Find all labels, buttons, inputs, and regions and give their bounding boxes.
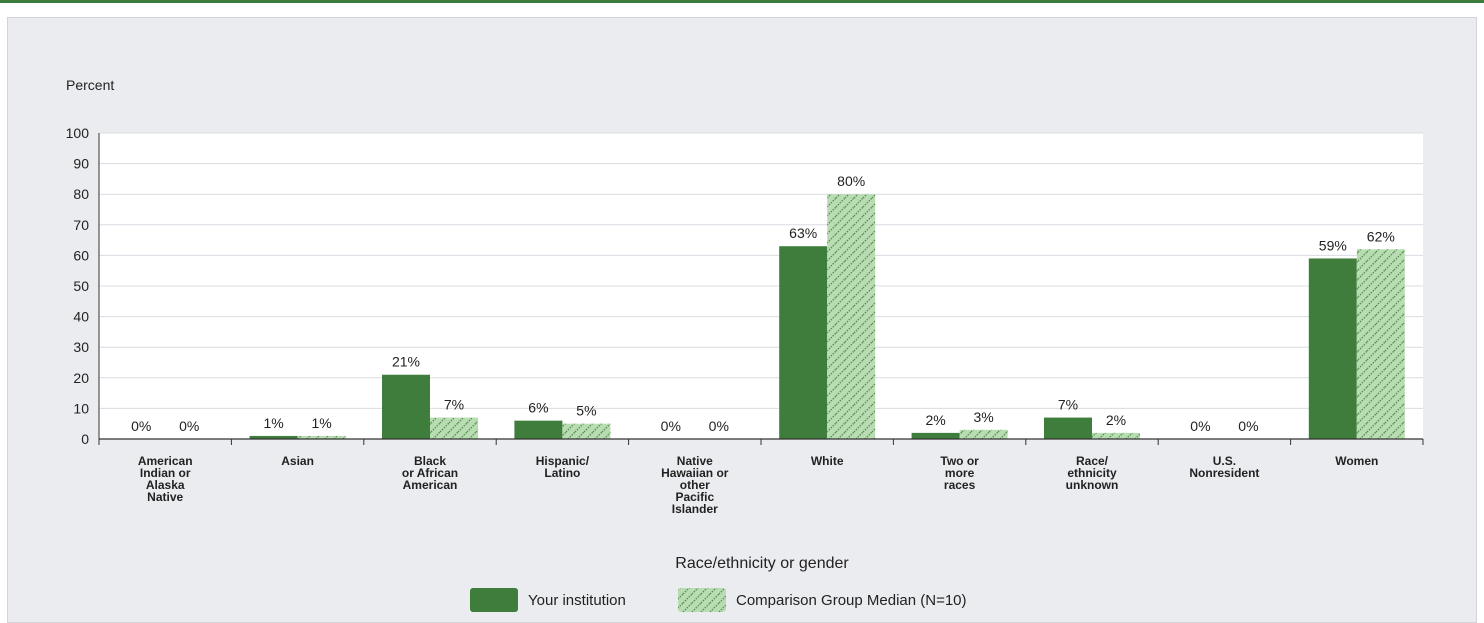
data-label: 7% [444, 397, 464, 413]
x-category-label: Black or African American [402, 454, 458, 492]
data-label: 2% [1106, 412, 1126, 428]
x-category-label-line: ethnicity [1067, 466, 1117, 480]
x-category-label-line: other [680, 478, 710, 492]
x-category-label-line: Alaska [146, 478, 185, 492]
bar-your-institution [1308, 258, 1357, 439]
x-category-label-line: Race/ [1076, 454, 1109, 468]
x-category-label-line: Latino [544, 466, 580, 480]
bar-comparison-group [562, 423, 611, 439]
data-label: 63% [789, 225, 817, 241]
data-label: 5% [576, 403, 596, 419]
data-labels: 0% 0% 1% 1% 21% 7% 6% 5% 0% 0% 63% 80% 2% 3% 7% 2% 0% 0% 5… [131, 173, 1395, 434]
bar-comparison-group [1092, 432, 1140, 439]
data-label: 1% [263, 415, 283, 431]
x-category-label-line: unknown [1066, 478, 1119, 492]
x-category-label: Native Hawaiian or other Pacific Islander [661, 454, 729, 516]
bar-your-institution [382, 374, 430, 439]
bar-comparison-group [430, 417, 478, 439]
bar-your-institution [514, 420, 563, 439]
x-category-label-line: White [811, 454, 844, 468]
legend-swatch-comparison-group [678, 588, 726, 612]
y-tick-label: 70 [73, 217, 89, 233]
legend-label-your-institution: Your institution [528, 592, 626, 609]
x-category-label: Asian [281, 454, 314, 468]
bar-your-institution [249, 435, 298, 439]
data-label: 0% [1190, 418, 1210, 434]
x-category-label-line: Two or [940, 454, 979, 468]
legend: Your institution Comparison Group Median… [470, 588, 967, 612]
y-tick-label: 50 [73, 278, 89, 294]
bar-your-institution [779, 246, 828, 439]
x-category-label-line: Native [677, 454, 713, 468]
x-category-label-line: Nonresident [1189, 466, 1259, 480]
x-category-label-line: Women [1335, 454, 1378, 468]
data-label: 7% [1058, 397, 1078, 413]
x-category-label: U.S. Nonresident [1189, 454, 1259, 480]
bar-comparison-group [827, 194, 876, 439]
data-label: 80% [837, 173, 865, 189]
x-category-label: Hispanic/Latino [536, 454, 590, 480]
data-label: 62% [1367, 228, 1395, 244]
axes [98, 133, 1424, 445]
chart-panel: 0 10 20 30 40 50 60 70 80 90 100 American Indian or… [7, 17, 1477, 623]
legend-label-comparison-group: Comparison Group Median (N=10) [736, 592, 967, 609]
x-category-label: American Indian or Alaska Native [138, 454, 193, 504]
x-category-label-line: American [138, 454, 193, 468]
data-label: 21% [392, 354, 420, 370]
x-category-label-line: Asian [281, 454, 314, 468]
y-tick-label: 100 [66, 125, 90, 141]
data-label: 0% [661, 418, 681, 434]
x-category-label-line: Islander [672, 502, 718, 516]
x-category-label-line: American [403, 478, 458, 492]
x-category-label: Two or more races [940, 454, 979, 492]
y-tick-label: 30 [73, 339, 89, 355]
y-tick-labels: 0 10 20 30 40 50 60 70 80 90 100 [66, 125, 90, 447]
x-category-label-line: Native [147, 490, 183, 504]
x-category-label-line: U.S. [1213, 454, 1236, 468]
y-tick-label: 10 [73, 400, 89, 416]
y-tick-label: 20 [73, 370, 89, 386]
x-category-label-line: more [945, 466, 975, 480]
data-label: 0% [709, 418, 729, 434]
bars [249, 194, 1405, 439]
bar-comparison-group [297, 435, 346, 439]
legend-swatch-your-institution [470, 588, 518, 612]
data-label: 6% [528, 400, 548, 416]
data-label: 59% [1319, 237, 1347, 253]
y-tick-label: 90 [73, 156, 89, 172]
bar-your-institution [1044, 417, 1092, 439]
data-label: 3% [973, 409, 993, 425]
x-category-label: Race/ethnicity unknown [1066, 454, 1119, 492]
bar-comparison-group [959, 429, 1008, 439]
bar-your-institution [911, 432, 960, 439]
x-category-label-line: Hispanic/ [536, 454, 590, 468]
y-tick-label: 80 [73, 186, 89, 202]
x-category-label-line: or African [402, 466, 458, 480]
x-category-label-line: Indian or [140, 466, 191, 480]
x-category-label-line: races [944, 478, 976, 492]
data-label: 2% [925, 412, 945, 428]
y-tick-label: 60 [73, 247, 89, 263]
data-label: 1% [311, 415, 331, 431]
gridlines [99, 132, 1423, 409]
x-category-label-line: Hawaiian or [661, 466, 729, 480]
x-category-label: White [811, 454, 844, 468]
y-axis-label: Percent [66, 77, 114, 93]
data-label: 0% [131, 418, 151, 434]
y-tick-label: 40 [73, 309, 89, 325]
x-axis-title: Race/ethnicity or gender [675, 555, 849, 572]
x-category-label-line: Black [414, 454, 446, 468]
x-category-label-line: Pacific [675, 490, 714, 504]
data-label: 0% [179, 418, 199, 434]
bar-comparison-group [1356, 249, 1405, 439]
data-label: 0% [1238, 418, 1258, 434]
y-tick-label: 0 [81, 431, 89, 447]
x-category-label: Women [1335, 454, 1378, 468]
